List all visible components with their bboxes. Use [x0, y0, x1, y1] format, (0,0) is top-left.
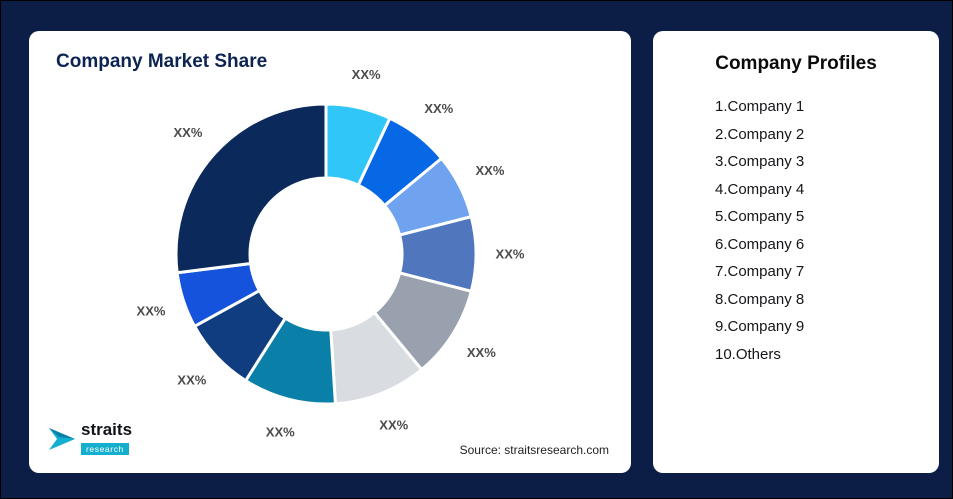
profile-item: 8.Company 8: [715, 290, 805, 308]
logo-sub-text: research: [81, 443, 129, 455]
slice-value-label: XX%: [475, 163, 504, 178]
profile-item: 1.Company 1: [715, 98, 805, 115]
market-share-card: Company Market Share XX% XX% XX% XX% XX% XX% X…: [29, 31, 631, 473]
donut-slice-others: [174, 102, 328, 275]
straits-logo-text: straits research: [81, 421, 132, 457]
profile-item: 6.Company 6: [715, 235, 805, 253]
source-text: Source: straitsresearch.com: [459, 443, 609, 457]
slice-value-label: XX%: [137, 303, 166, 318]
slice-value-label: XX%: [177, 372, 206, 387]
profile-item: 2.Company 2: [715, 125, 805, 143]
profiles-title: Company Profiles: [715, 53, 877, 74]
profile-item: 5.Company 5: [715, 208, 805, 225]
donut-chart: XX% XX% XX% XX% XX% XX% XX% XX% XX% XX%: [101, 29, 551, 479]
profile-item: 9.Company 9: [715, 318, 805, 335]
profile-item: 7.Company 7: [715, 263, 805, 280]
slice-value-label: XX%: [174, 125, 203, 140]
straits-logo-icon: [49, 428, 75, 451]
logo-brand-text: straits: [81, 420, 133, 440]
company-profiles-card: Company Profiles 1.Company 1 2.Company 2…: [653, 31, 939, 473]
profile-item: 4.Company 4: [715, 180, 805, 198]
profiles-list: 1.Company 1 2.Company 2 3.Company 3 4.Co…: [653, 93, 939, 368]
straits-logo: straits research: [49, 421, 132, 457]
donut-chart-svg: XX% XX% XX% XX% XX% XX% XX% XX% XX% XX%: [137, 67, 525, 440]
slice-value-label: XX%: [379, 418, 408, 433]
slice-value-label: XX%: [467, 345, 496, 360]
slice-value-label: XX%: [424, 101, 453, 116]
profile-item: 10.Others: [715, 345, 781, 363]
chart-title: Company Market Share: [56, 51, 268, 72]
slice-value-label: XX%: [496, 247, 525, 262]
slice-value-label: XX%: [352, 67, 381, 82]
slice-value-label: XX%: [266, 425, 295, 440]
profile-item: 3.Company 3: [715, 153, 805, 170]
